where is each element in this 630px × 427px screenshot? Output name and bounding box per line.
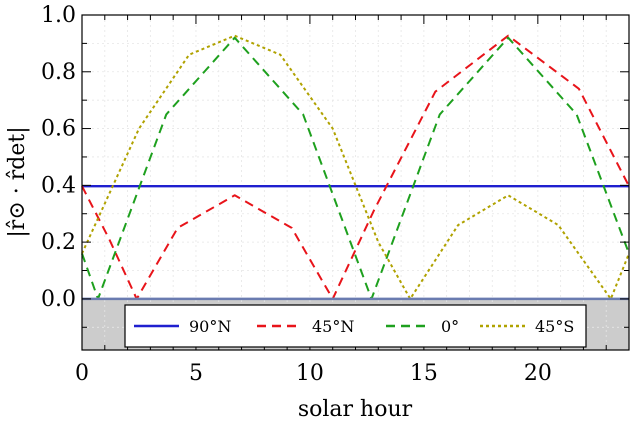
legend-label-3: 45°S <box>535 317 574 336</box>
y-axis-title: |r̂⊙ · r̂det| <box>5 126 30 237</box>
series-group <box>81 34 630 300</box>
x-tick-label: 20 <box>524 361 552 386</box>
y-tick-label: 0.2 <box>41 230 76 255</box>
y-tick-label: 1.0 <box>41 3 76 28</box>
legend: 90°N 45°N 0° 45°S <box>124 304 587 348</box>
x-tick-label: 10 <box>296 361 324 386</box>
y-tick-label: 0.4 <box>41 173 76 198</box>
x-tick-label: 0 <box>75 361 89 386</box>
legend-label-0: 90°N <box>189 317 231 336</box>
x-tick-label: 5 <box>189 361 203 386</box>
series-line-2 <box>81 36 630 300</box>
y-tick-label: 0.0 <box>41 287 76 312</box>
x-axis-title: solar hour <box>298 397 413 422</box>
y-tick-label: 0.6 <box>41 117 76 142</box>
legend-box <box>124 304 587 348</box>
x-tick-label: 15 <box>410 361 438 386</box>
y-tick-label: 0.8 <box>41 60 76 85</box>
tick-labels: 0 5 10 15 20 0.0 0.2 0.4 0.6 0.8 1.0 <box>41 3 552 386</box>
legend-label-1: 45°N <box>312 317 354 336</box>
series-line-1 <box>81 34 630 300</box>
legend-label-2: 0° <box>441 317 459 336</box>
